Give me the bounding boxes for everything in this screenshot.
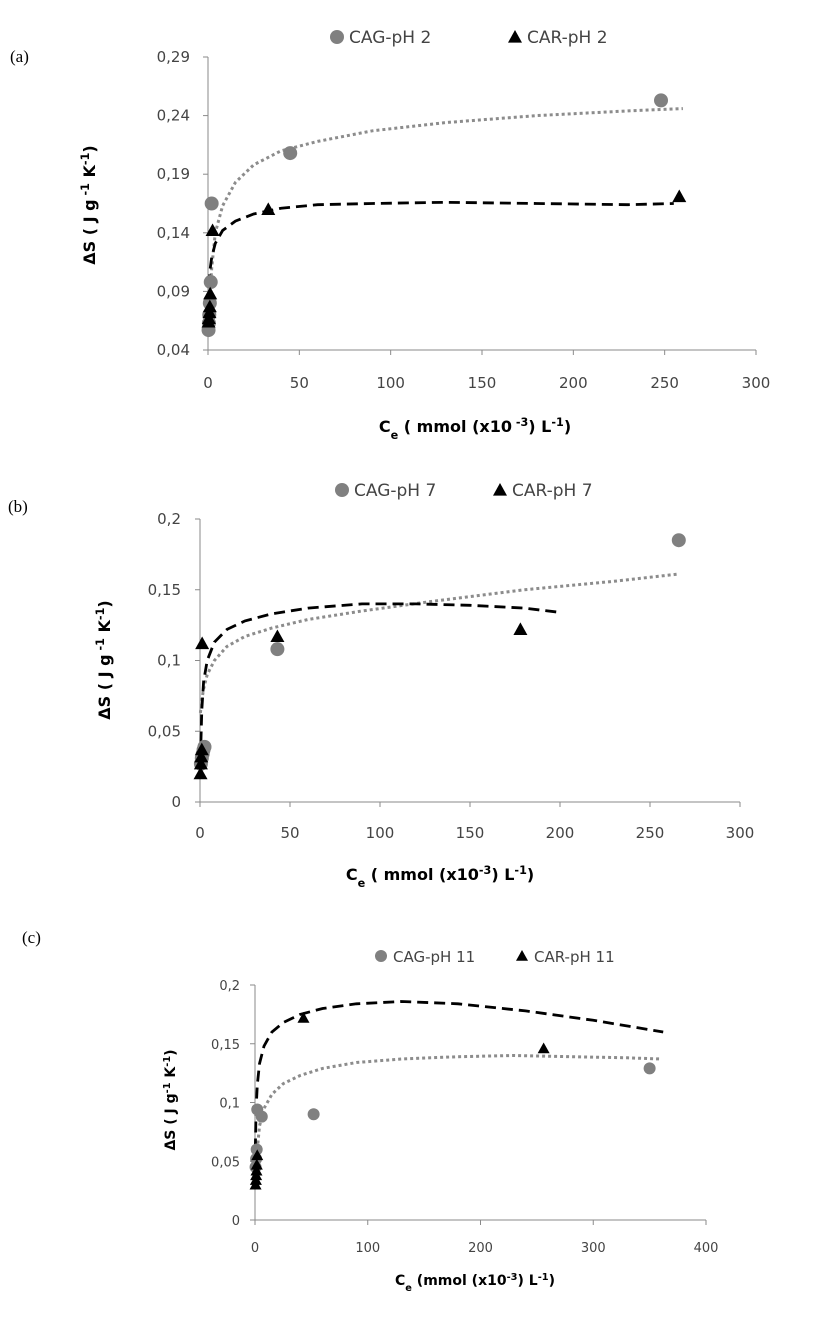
data-point-car-ph-7 (270, 629, 285, 643)
data-point-car-ph-7 (194, 742, 209, 756)
data-point-cag-ph-2 (654, 93, 669, 108)
x-tick-label: 50 (280, 824, 299, 842)
y-tick-label: 0,2 (157, 510, 181, 528)
x-tick-label: 50 (290, 374, 309, 392)
x-tick-label: 100 (366, 824, 395, 842)
data-point-car-ph-11 (250, 1158, 263, 1170)
x-tick-label: 0 (203, 374, 213, 392)
x-tick-label: 300 (581, 1241, 606, 1256)
data-point-car-ph-2 (203, 286, 218, 300)
x-tick-label: 400 (694, 1241, 719, 1256)
data-point-car-ph-2 (202, 299, 217, 313)
legend-label-cag-ph-7: CAG-pH 7 (354, 481, 436, 501)
y-axis-title: ΔS ( J g -1 K-1) (79, 145, 100, 264)
data-point-car-ph-2 (261, 202, 276, 215)
y-tick-label: 0,09 (157, 282, 190, 300)
legend-label-car-ph-7: CAR-pH 7 (512, 481, 593, 501)
legend-marker-car-ph-11 (516, 950, 528, 961)
trendline-car-ph-11-trend (253, 1000, 664, 1150)
y-tick-label: 0,19 (157, 165, 190, 183)
legend-marker-cag-ph-11 (375, 950, 387, 962)
data-point-car-ph-2 (205, 223, 220, 237)
data-point-cag-ph-2 (203, 275, 218, 290)
data-point-car-ph-2 (672, 189, 687, 203)
x-tick-label: 0 (251, 1241, 259, 1256)
data-point-car-ph-7 (513, 622, 528, 635)
data-point-cag-ph-11 (643, 1062, 656, 1075)
y-tick-label: 0,24 (157, 107, 190, 125)
trendline-car-ph-7-trend (199, 602, 561, 760)
data-point-cag-ph-7 (671, 533, 686, 548)
y-tick-label: 0,04 (157, 341, 190, 359)
y-tick-label: 0,1 (219, 1097, 240, 1112)
y-tick-label: 0,2 (219, 979, 240, 994)
legend-label-car-ph-11: CAR-pH 11 (534, 948, 615, 966)
legend-marker-cag-ph-2 (330, 30, 344, 44)
trendline-cag-ph-11-trend (255, 1053, 661, 1150)
data-point-car-ph-11 (250, 1164, 263, 1176)
x-tick-label: 100 (376, 374, 405, 392)
x-tick-label: 250 (650, 374, 679, 392)
data-point-car-ph-7 (193, 766, 208, 780)
legend-label-cag-ph-11: CAG-pH 11 (393, 948, 475, 966)
data-point-car-ph-7 (195, 636, 210, 650)
data-point-car-ph-7 (194, 749, 209, 763)
x-tick-label: 150 (468, 374, 497, 392)
x-tick-label: 200 (468, 1241, 493, 1256)
chart-panel-2: (b) 0 0,05 0,1 0,15 0,2 0 50 100 150 200 250 300 Ce (… (8, 481, 754, 890)
y-tick-label: 0,15 (148, 581, 181, 599)
x-axis-title: Ce (mmol (x10-3) L-1) (395, 1272, 555, 1294)
chart-panel-3: (c) 0 0,05 0,1 0,15 0,2 0 100 200 300 400 Ce (mmol … (22, 928, 718, 1294)
y-tick-label: 0,1 (157, 652, 181, 670)
panel-label: (a) (10, 47, 29, 66)
data-point-car-ph-11 (537, 1042, 550, 1054)
y-tick-label: 0 (232, 1214, 240, 1229)
x-tick-label: 150 (456, 824, 485, 842)
data-point-cag-ph-11 (250, 1143, 263, 1156)
chart-panel-1: (a) 0,04 0,09 0,14 0,19 0,24 0,29 0 50 100 150 200 2… (10, 28, 770, 442)
y-tick-label: 0 (171, 793, 181, 811)
panel-label: (b) (8, 497, 28, 516)
y-axis-title: ΔS ( J g-1 K-1) (162, 1049, 180, 1150)
y-tick-label: 0,05 (148, 722, 181, 740)
y-tick-label: 0,15 (211, 1038, 240, 1053)
data-point-cag-ph-2 (283, 146, 298, 161)
x-tick-label: 200 (559, 374, 588, 392)
legend-marker-car-ph-2 (508, 30, 522, 43)
legend-label-car-ph-2: CAR-pH 2 (527, 28, 608, 48)
trendline-car-ph-2-trend (207, 200, 674, 286)
data-point-car-ph-11 (297, 1011, 310, 1023)
y-tick-label: 0,14 (157, 224, 190, 242)
y-tick-label: 0,29 (157, 48, 190, 66)
data-point-cag-ph-7 (270, 642, 285, 657)
trendline-cag-ph-2-trend (207, 107, 683, 325)
x-tick-label: 250 (636, 824, 665, 842)
y-tick-label: 0,05 (211, 1155, 240, 1170)
trendline-cag-ph-7-trend (198, 572, 678, 714)
legend-marker-car-ph-7 (493, 483, 507, 496)
data-point-car-ph-11 (251, 1149, 264, 1161)
x-tick-label: 0 (195, 824, 205, 842)
x-tick-label: 300 (742, 374, 771, 392)
x-tick-label: 200 (546, 824, 575, 842)
data-point-car-ph-7 (193, 756, 208, 770)
data-point-cag-ph-11 (255, 1110, 268, 1123)
data-point-cag-ph-11 (307, 1108, 320, 1121)
x-tick-label: 300 (726, 824, 755, 842)
x-axis-title: Ce ( mmol (x10-3) L-1) (346, 864, 534, 890)
panel-label: (c) (22, 928, 41, 947)
x-axis-title: Ce ( mmol (x10 -3) L-1) (379, 416, 571, 442)
data-point-cag-ph-2 (204, 196, 219, 211)
legend-label-cag-ph-2: CAG-pH 2 (349, 28, 431, 48)
x-tick-label: 100 (355, 1241, 380, 1256)
y-axis-title: ΔS ( J g -1 K-1) (94, 600, 115, 719)
legend-marker-cag-ph-7 (335, 483, 349, 497)
